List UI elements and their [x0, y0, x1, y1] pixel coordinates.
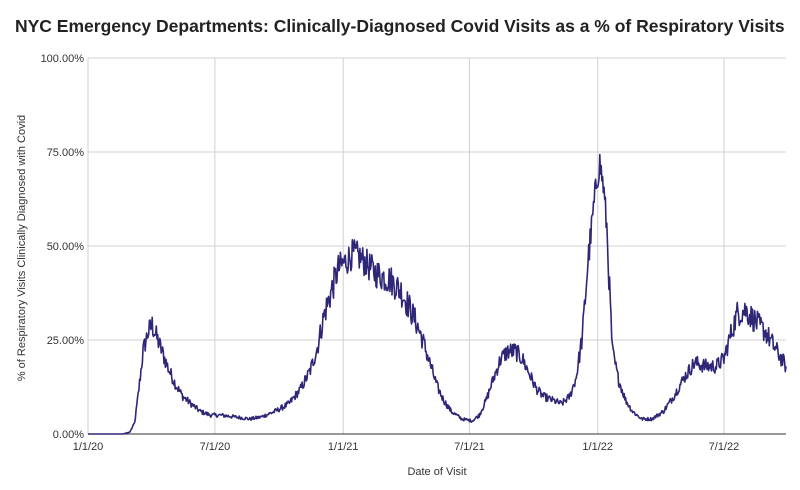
- x-tick-label: 7/1/20: [200, 441, 231, 453]
- x-tick-label: 1/1/21: [328, 441, 359, 453]
- y-tick-label: 75.00%: [47, 147, 85, 159]
- x-tick-label: 7/1/22: [709, 441, 740, 453]
- y-axis-label: % of Respiratory Visits Clinically Diagn…: [16, 115, 28, 381]
- chart-title: NYC Emergency Departments: Clinically-Di…: [15, 16, 785, 36]
- y-tick-label: 50.00%: [47, 241, 85, 253]
- x-tick-label: 1/1/22: [582, 441, 613, 453]
- y-tick-label: 25.00%: [47, 335, 85, 347]
- x-tick-label: 1/1/20: [73, 441, 104, 453]
- series-line: [87, 153, 787, 435]
- y-tick-label: 100.00%: [41, 53, 85, 65]
- x-tick-label: 7/1/21: [454, 441, 485, 453]
- x-axis-label: Date of Visit: [407, 466, 466, 478]
- y-tick-label: 0.00%: [53, 429, 84, 441]
